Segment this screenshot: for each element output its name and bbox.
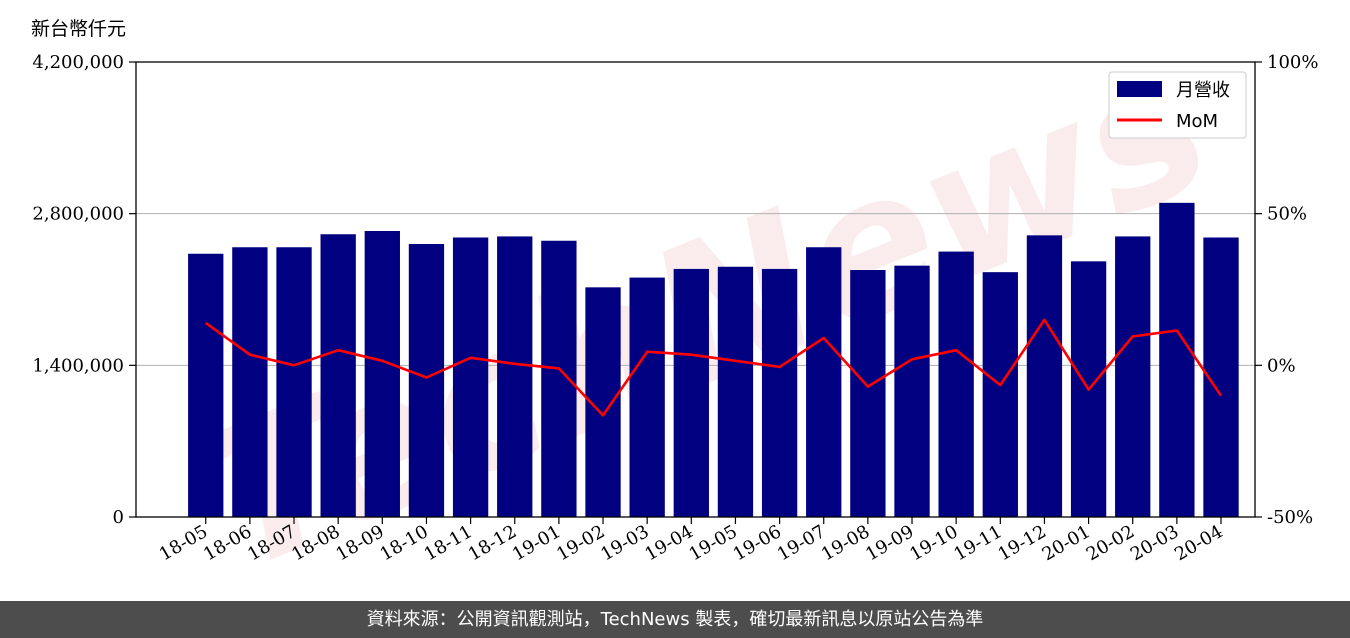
- x-tick-label: 19-10: [906, 521, 961, 565]
- bar-18-12: [497, 236, 533, 517]
- bar-19-01: [541, 240, 577, 517]
- x-tick-label: 20-03: [1127, 521, 1182, 565]
- y-left-tick-label: 0: [113, 507, 124, 528]
- x-tick-label: 19-06: [730, 521, 785, 565]
- bar-19-03: [629, 277, 665, 517]
- x-tick-label: 19-03: [597, 521, 652, 565]
- x-tick-label: 20-04: [1171, 521, 1226, 565]
- x-tick-label: 19-07: [774, 521, 829, 565]
- x-tick-label: 19-01: [509, 521, 564, 565]
- bar-19-10: [938, 251, 974, 518]
- x-tick-label: 18-05: [156, 521, 211, 565]
- y-right-tick-label: 50%: [1267, 204, 1307, 225]
- legend-bar-label: 月營收: [1176, 80, 1230, 101]
- legend: 月營收 MoM: [1108, 71, 1247, 139]
- x-tick-label: 19-05: [686, 521, 741, 565]
- bar-18-09: [364, 231, 400, 517]
- x-tick-label: 20-02: [1083, 521, 1138, 565]
- x-tick-label: 19-08: [818, 521, 873, 565]
- bar-19-09: [894, 265, 930, 517]
- y-axis-unit-label: 新台幣仟元: [31, 18, 127, 40]
- bar-20-03: [1159, 202, 1195, 518]
- bar-18-06: [232, 247, 268, 517]
- x-tick-label: 20-01: [1039, 521, 1094, 565]
- x-tick-label: 18-12: [465, 521, 520, 565]
- bar-19-08: [850, 270, 886, 517]
- bar-19-07: [806, 247, 842, 517]
- y-left-tick-label: 2,800,000: [32, 204, 124, 225]
- revenue-chart: TechNews 01,400,0002,800,0004,200,000-50…: [32, 13, 1318, 600]
- legend-bar-swatch: [1117, 81, 1162, 97]
- bar-18-07: [276, 247, 312, 517]
- bar-18-08: [320, 234, 356, 517]
- bar-19-05: [717, 266, 754, 517]
- x-tick-label: 19-04: [641, 521, 696, 565]
- bar-19-12: [1026, 235, 1063, 518]
- plot-frame: [135, 61, 1256, 518]
- x-tick-label: 19-11: [950, 521, 1005, 565]
- x-tick-label: 19-12: [995, 521, 1050, 565]
- y-right-tick-label: -50%: [1267, 507, 1313, 528]
- bar-19-11: [982, 272, 1018, 517]
- y-right-tick-label: 0%: [1267, 355, 1296, 376]
- bar-18-10: [408, 244, 445, 517]
- y-left-tick-label: 4,200,000: [32, 52, 124, 73]
- y-right-tick-label: 100%: [1267, 52, 1318, 73]
- bar-20-02: [1115, 236, 1151, 517]
- bar-series: [188, 202, 1239, 518]
- bar-19-04: [673, 268, 709, 517]
- y-left-tick-label: 1,400,000: [32, 355, 124, 376]
- legend-line-label: MoM: [1176, 111, 1218, 132]
- x-tick-label: 19-09: [862, 521, 917, 565]
- mom-line-series: [204, 318, 1223, 417]
- bar-18-05: [188, 253, 224, 517]
- bar-18-11: [452, 237, 489, 517]
- x-tick-label: 19-02: [553, 521, 608, 565]
- source-footer: 資料來源：公開資訊觀測站，TechNews 製表，確切最新訊息以原站公告為準: [0, 601, 1350, 638]
- mom-line: [204, 318, 1223, 417]
- bar-19-06: [761, 268, 798, 517]
